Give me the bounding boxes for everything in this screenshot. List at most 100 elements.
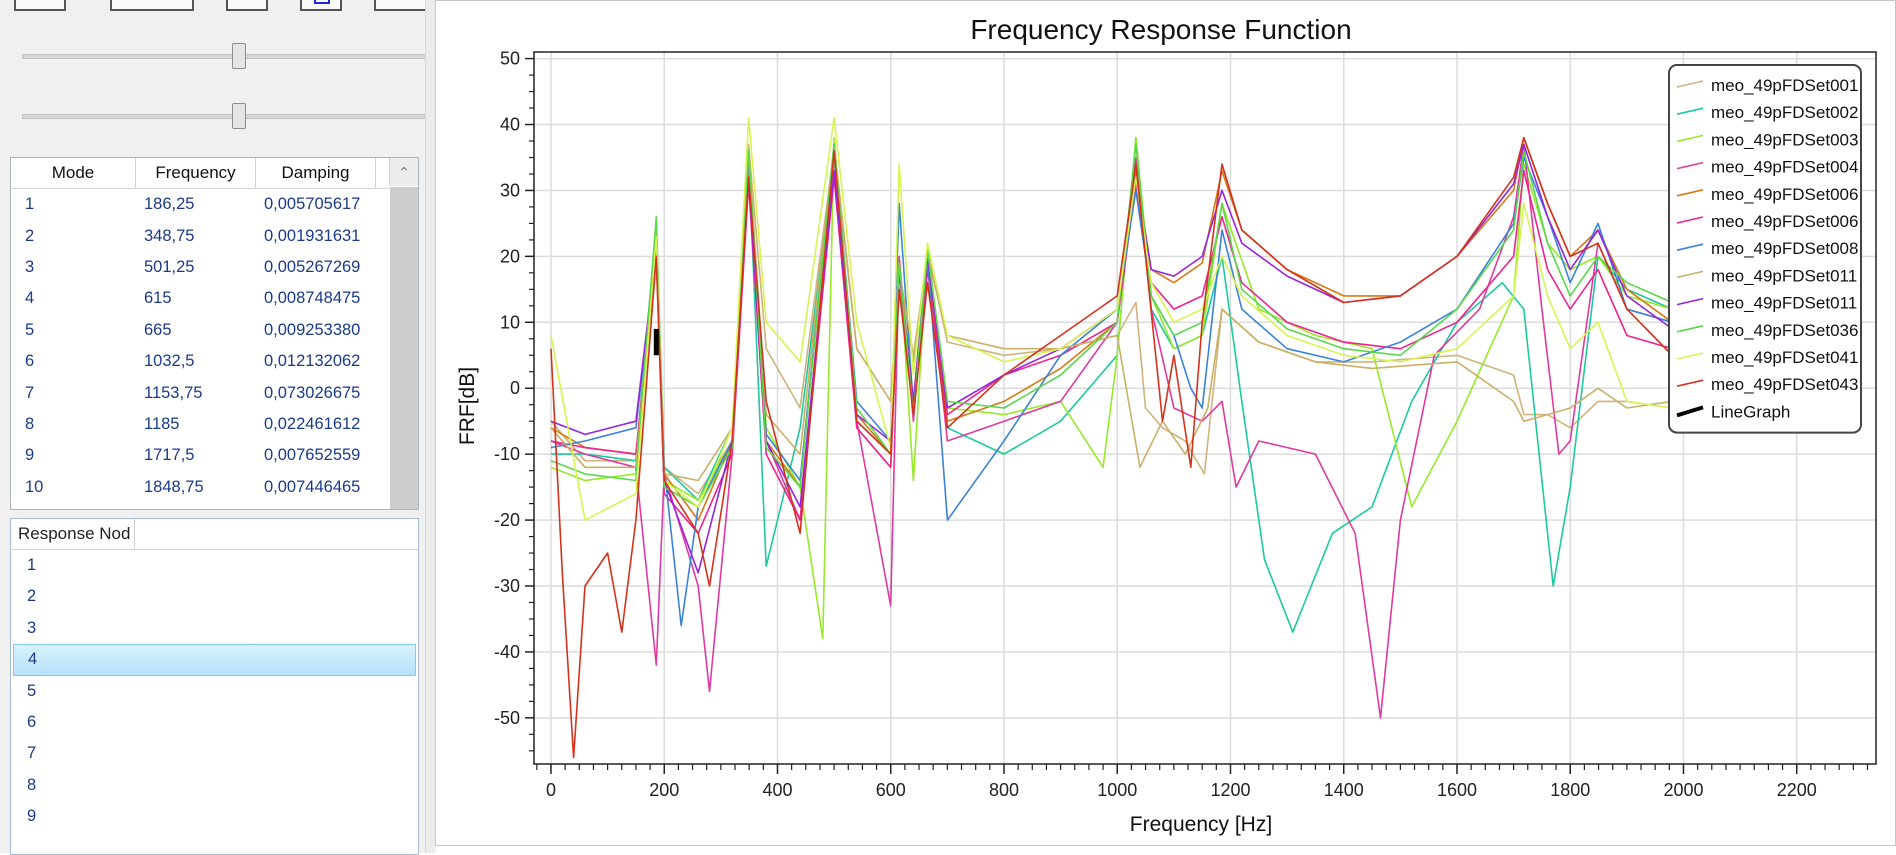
legend-swatch-10	[1676, 325, 1704, 333]
modes-table: Mode Frequency Damping ⌃ 1 186,25 0,005705…	[10, 157, 419, 510]
list-item[interactable]: 9	[27, 807, 37, 826]
cell-damping: 0,005267269	[264, 257, 361, 276]
cell-damping: 0,022461612	[264, 414, 361, 433]
legend-label-3: meo_49pFDSet003	[1711, 130, 1858, 149]
legend-label-6: meo_49pFDSet006	[1711, 212, 1858, 231]
legend-label-1: meo_49pFDSet001	[1711, 76, 1858, 95]
x-axis-label: Frequency [Hz]	[1130, 813, 1272, 836]
series-line-6	[550, 169, 1673, 535]
series-line-9	[550, 143, 1673, 574]
column-header-mode[interactable]: Mode	[11, 158, 136, 188]
list-item[interactable]: 1	[27, 556, 37, 574]
cell-frequency: 1032,5	[144, 352, 195, 371]
x-tick-label: 1800	[1550, 780, 1590, 800]
table-row[interactable]: 1 186,25 0,005705617	[11, 189, 418, 220]
panel-splitter[interactable]	[425, 0, 435, 853]
cell-frequency: 1153,75	[144, 383, 203, 402]
x-tick-label: 400	[762, 780, 792, 800]
cell-frequency: 1717,5	[144, 446, 195, 465]
cell-damping: 0,008748475	[264, 289, 361, 308]
series-line-10	[550, 143, 1673, 508]
chart-panel: Frequency Response Function FRF[dB] Freq…	[435, 0, 1896, 846]
series-group	[550, 117, 1673, 759]
x-tick-label: 0	[546, 780, 556, 800]
modes-table-header: Mode Frequency Damping	[11, 158, 418, 189]
x-tick-label: 1400	[1324, 780, 1364, 800]
cell-damping: 0,007446465	[264, 477, 361, 496]
list-item[interactable]: 3	[27, 618, 37, 637]
list-item[interactable]: 7	[27, 744, 37, 763]
legend-swatch-5	[1676, 189, 1704, 197]
list-item[interactable]: 8	[27, 775, 37, 794]
y-tick-label: -10	[494, 444, 520, 464]
column-header-damping[interactable]: Damping	[256, 158, 376, 188]
y-tick-label: 10	[500, 312, 520, 332]
response-node-list-body: 1 2 3 4 5 6 7 8 9	[11, 550, 418, 833]
cell-mode: 5	[25, 320, 35, 339]
legend-swatch-13	[1676, 405, 1704, 418]
column-header-frequency[interactable]: Frequency	[136, 158, 256, 188]
table-row[interactable]: 5 665 0,009253380	[11, 315, 418, 346]
plot-area	[533, 51, 1877, 765]
table-scrollbar[interactable]	[390, 187, 418, 509]
toolbar-button-2[interactable]	[110, 0, 194, 11]
slider-1-track[interactable]	[22, 54, 427, 59]
series-line-4	[550, 143, 1673, 719]
slider-2-track[interactable]	[22, 114, 427, 119]
color-swatch-icon	[314, 0, 330, 4]
cell-damping: 0,073026675	[264, 383, 361, 402]
table-row[interactable]: 2 348,75 0,001931631	[11, 220, 418, 251]
legend-label-12: meo_49pFDSet043	[1711, 375, 1858, 394]
cell-mode: 1	[25, 195, 35, 214]
cell-mode: 8	[25, 414, 35, 433]
legend-label-5: meo_49pFDSet006	[1711, 185, 1858, 204]
cell-mode: 9	[25, 446, 35, 465]
y-tick-label: 50	[500, 49, 520, 69]
x-tick-label: 1000	[1097, 780, 1137, 800]
cell-mode: 10	[25, 477, 44, 496]
table-row[interactable]: 6 1032,5 0,012132062	[11, 346, 418, 377]
y-tick-label: 20	[500, 246, 520, 266]
slider-1-thumb[interactable]	[232, 43, 246, 69]
x-tick-label: 2200	[1777, 780, 1817, 800]
list-item[interactable]: 5	[27, 681, 37, 700]
cell-frequency: 665	[144, 320, 172, 339]
legend-swatch-8	[1676, 270, 1704, 279]
list-item[interactable]: 2	[27, 587, 37, 606]
legend-swatch-6	[1676, 216, 1704, 224]
table-row[interactable]: 3 501,25 0,005267269	[11, 252, 418, 283]
cell-frequency: 186,25	[144, 195, 195, 214]
y-tick-label: -30	[494, 576, 520, 596]
y-tick-label: 30	[500, 180, 520, 200]
frf-chart: Frequency Response Function FRF[dB] Freq…	[456, 14, 1877, 836]
legend-label-13: LineGraph	[1711, 402, 1790, 421]
response-node-list: Response Nod 1 2 3 4 5 6 7 8 9	[10, 518, 419, 855]
table-row[interactable]: 7 1153,75 0,073026675	[11, 377, 418, 408]
table-row[interactable]: 10 1848,75 0,007446465	[11, 472, 418, 503]
cell-mode: 4	[25, 289, 35, 308]
toolbar-button-1[interactable]	[14, 0, 66, 11]
y-tick-label: 40	[500, 115, 520, 135]
x-tick-label: 600	[876, 780, 906, 800]
table-row[interactable]: 9 1717,5 0,007652559	[11, 440, 418, 471]
list-item[interactable]: 6	[27, 712, 37, 731]
legend-swatch-7	[1676, 243, 1704, 251]
table-row[interactable]: 8 1185 0,022461612	[11, 409, 418, 440]
legend-label-4: meo_49pFDSet004	[1711, 158, 1858, 177]
y-tick-label: -40	[494, 642, 520, 662]
legend-label-10: meo_49pFDSet036	[1711, 321, 1858, 340]
cell-damping: 0,005705617	[264, 195, 361, 214]
toolbar-button-4[interactable]	[300, 0, 342, 11]
response-node-header: Response Nod	[11, 519, 418, 550]
toolbar-button-3[interactable]	[226, 0, 268, 11]
column-header-response-node[interactable]: Response Nod	[11, 519, 135, 549]
scroll-up-icon[interactable]: ⌃	[389, 158, 418, 186]
list-item-selected[interactable]: 4	[13, 644, 416, 676]
slider-2-thumb[interactable]	[232, 103, 246, 129]
cell-damping: 0,012132062	[264, 352, 361, 371]
y-axis-label: FRF[dB]	[456, 367, 479, 445]
x-tick-label: 2000	[1663, 780, 1703, 800]
x-tick-label: 800	[989, 780, 1019, 800]
table-row[interactable]: 4 615 0,008748475	[11, 283, 418, 314]
cell-damping: 0,009253380	[264, 320, 361, 339]
